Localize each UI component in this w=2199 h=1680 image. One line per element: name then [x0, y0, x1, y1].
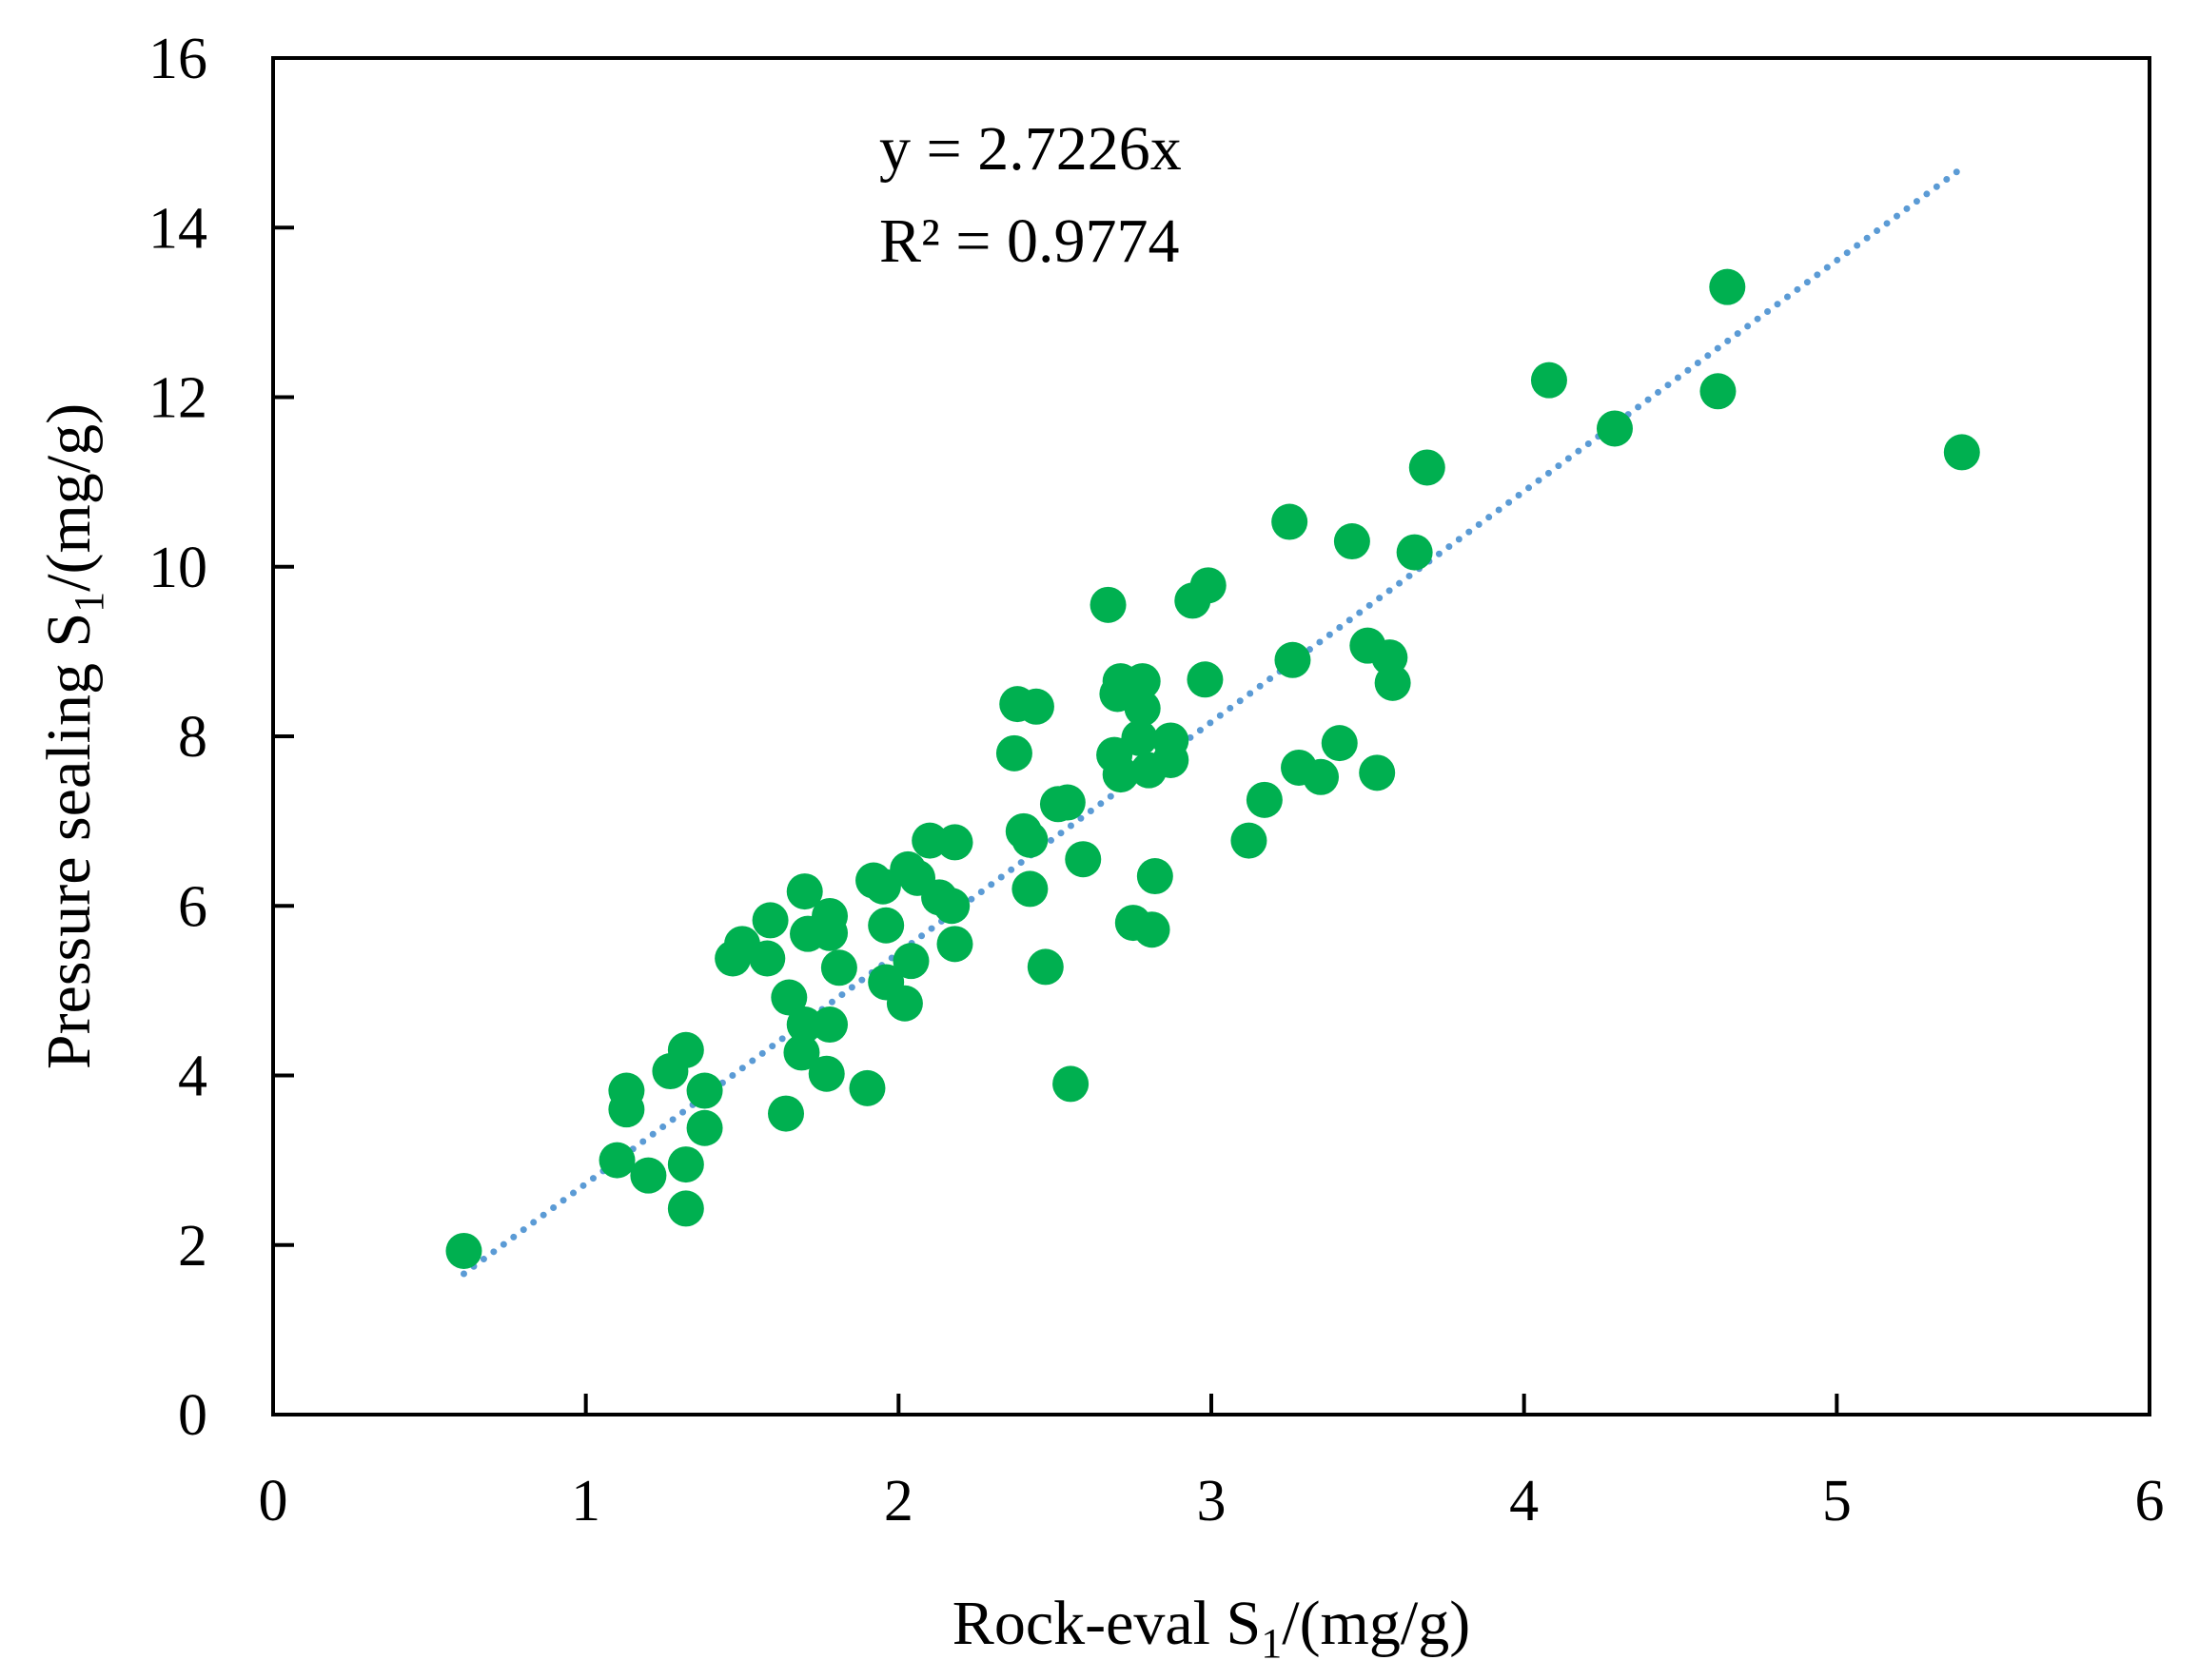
data-point [686, 1072, 723, 1109]
y-tick-label: 16 [148, 27, 207, 91]
data-point [1359, 754, 1396, 791]
y-tick-label: 6 [178, 874, 207, 939]
data-point [1136, 858, 1173, 895]
data-point [1230, 822, 1267, 859]
data-point [1303, 758, 1340, 795]
data-point [1090, 586, 1127, 623]
data-point [1530, 361, 1567, 399]
data-point [936, 926, 973, 963]
data-point [768, 1095, 805, 1132]
x-tick-label: 6 [2135, 1469, 2165, 1533]
data-point [1011, 870, 1049, 908]
x-axis-ticks: 0 1 2 3 4 5 6 [259, 1394, 2165, 1533]
data-point [686, 1109, 723, 1146]
y-tick-label: 10 [148, 536, 207, 600]
y-tick-label: 2 [178, 1214, 207, 1279]
trendline-equation: y = 2.7226x [879, 114, 1182, 184]
data-point [771, 979, 808, 1016]
data-point [1052, 1065, 1090, 1103]
data-point [786, 873, 823, 910]
data-point [1102, 756, 1139, 793]
data-point [667, 1146, 704, 1183]
data-points-layer [445, 268, 1980, 1269]
data-point [868, 907, 905, 944]
trendline-layer [460, 165, 1966, 1278]
data-point [1027, 948, 1064, 986]
data-point [1065, 841, 1102, 878]
y-tick-label: 12 [148, 366, 207, 431]
data-point [752, 902, 789, 939]
data-point [1124, 690, 1161, 727]
data-point [1321, 725, 1358, 762]
data-point [893, 943, 930, 980]
data-point [886, 985, 923, 1022]
data-point [1011, 821, 1049, 858]
data-point [783, 1034, 820, 1071]
x-tick-label: 4 [1509, 1469, 1539, 1533]
data-point [1271, 503, 1308, 540]
data-point [1246, 781, 1283, 818]
data-point [786, 1006, 823, 1044]
data-point [1596, 410, 1633, 447]
data-point [608, 1091, 645, 1128]
data-point [1049, 784, 1086, 821]
linear-trendline [460, 165, 1966, 1278]
data-point [749, 940, 786, 977]
data-point [849, 1069, 886, 1106]
y-tick-label: 8 [178, 705, 207, 770]
x-tick-label: 3 [1197, 1469, 1227, 1533]
data-point [1017, 688, 1054, 725]
data-point [936, 824, 973, 861]
data-point [1408, 449, 1445, 486]
data-point [1133, 911, 1170, 948]
data-point [667, 1031, 704, 1068]
data-point [1709, 268, 1746, 305]
y-tick-label: 0 [178, 1383, 207, 1448]
data-point [1274, 641, 1311, 678]
data-point [812, 1006, 849, 1044]
data-point [808, 1055, 845, 1092]
x-tick-label: 2 [884, 1469, 913, 1533]
data-point [1333, 523, 1370, 560]
data-point [1187, 661, 1224, 698]
y-axis-ticks: 0 2 4 6 8 10 12 14 16 [148, 27, 294, 1448]
data-point [630, 1157, 667, 1194]
data-point [667, 1190, 704, 1227]
data-point [1189, 567, 1227, 604]
x-tick-label: 0 [259, 1469, 288, 1533]
data-point [1943, 434, 1980, 471]
r-squared-label: R² = 0.9774 [879, 206, 1180, 276]
y-axis-title: Pressure sealing S1/(mg/g) [34, 403, 112, 1069]
x-tick-label: 5 [1822, 1469, 1852, 1533]
data-point [1124, 663, 1161, 700]
data-point [820, 949, 857, 987]
data-point [1152, 741, 1189, 778]
data-point [995, 734, 1032, 772]
data-point [599, 1142, 636, 1179]
x-axis-title: Rock-eval S1/(mg/g) [952, 1589, 1470, 1667]
data-point [1699, 373, 1737, 410]
x-tick-label: 1 [571, 1469, 600, 1533]
data-point [1121, 719, 1158, 756]
data-point [1396, 534, 1433, 571]
data-point [1374, 664, 1411, 701]
data-point [812, 914, 849, 951]
data-point [933, 888, 971, 925]
y-tick-label: 14 [148, 196, 207, 261]
data-point [445, 1232, 482, 1269]
y-tick-label: 4 [178, 1045, 207, 1109]
plot-area-frame [271, 56, 2151, 1416]
